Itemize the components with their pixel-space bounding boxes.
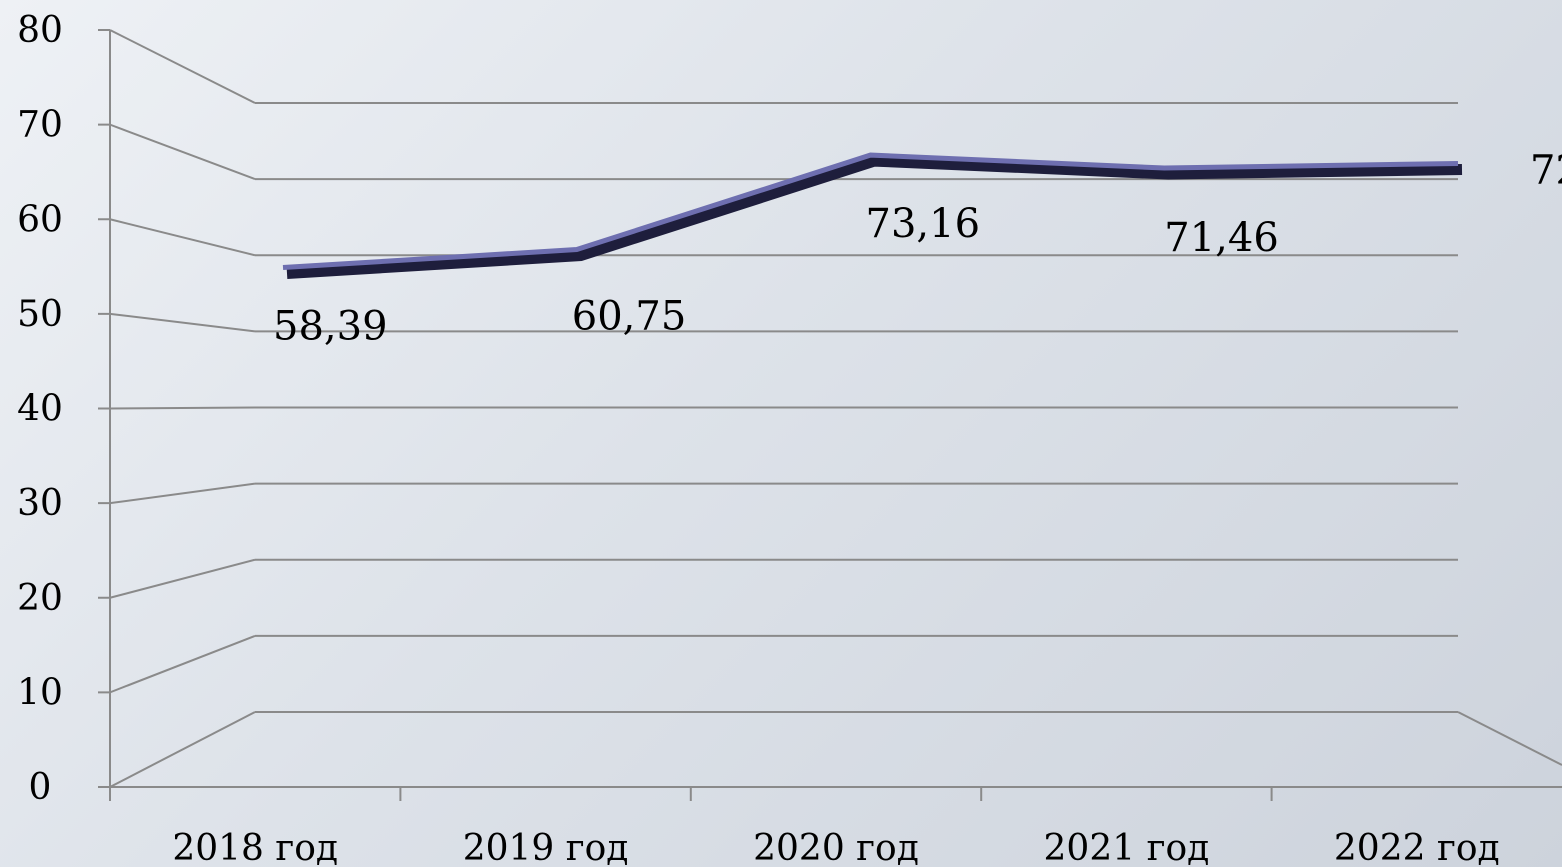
x-tick-label: 2022 год — [1334, 828, 1500, 867]
gridline-side — [109, 312, 256, 333]
y-tick-label: 30 — [17, 483, 63, 524]
data-point — [1164, 168, 1165, 169]
gridline-side — [109, 634, 256, 694]
grid — [109, 29, 1562, 788]
series-line — [282, 152, 1459, 271]
data-label: 71,46 — [1164, 215, 1279, 261]
x-axis-ticks: 2018 год 2019 год 2020 год 2021 год 2022 год — [172, 828, 1499, 867]
gridline-side — [109, 123, 256, 181]
data-label: 72,06 — [1530, 147, 1562, 193]
data-label: 60,75 — [572, 294, 687, 340]
gridline-side — [109, 29, 256, 104]
data-labels: 58,39 60,75 73,16 71,46 72,06 — [273, 147, 1562, 349]
x-tick-label: 2018 год — [172, 828, 338, 867]
x-tick-label: 2021 год — [1044, 828, 1210, 867]
gridline-side — [109, 711, 256, 788]
y-tick-label: 40 — [17, 389, 63, 430]
data-point — [283, 267, 284, 268]
y-tick-label: 0 — [29, 767, 52, 808]
gridline-side — [109, 558, 256, 599]
y-tick-label: 80 — [17, 10, 63, 51]
data-point — [870, 155, 871, 156]
y-tick-label: 20 — [17, 578, 63, 619]
y-tick-label: 50 — [17, 294, 63, 335]
data-label: 73,16 — [866, 201, 981, 247]
series-line-shadow — [286, 155, 1463, 279]
data-point — [576, 249, 577, 250]
gridline-side — [109, 482, 256, 505]
y-tick-label: 60 — [17, 199, 63, 240]
x-tick-label: 2020 год — [753, 828, 919, 867]
x-tick-label: 2019 год — [463, 828, 629, 867]
y-axis-ticks: 0 10 20 30 40 50 60 70 80 — [17, 10, 63, 808]
axes — [98, 29, 1562, 801]
series — [282, 152, 1463, 279]
gridline-side — [109, 218, 256, 257]
data-point — [1458, 163, 1459, 164]
y-tick-label: 70 — [17, 105, 63, 146]
floor-edge — [1457, 711, 1562, 766]
data-label: 58,39 — [273, 304, 388, 350]
gridline-side — [109, 406, 256, 410]
y-tick-label: 10 — [17, 672, 63, 713]
